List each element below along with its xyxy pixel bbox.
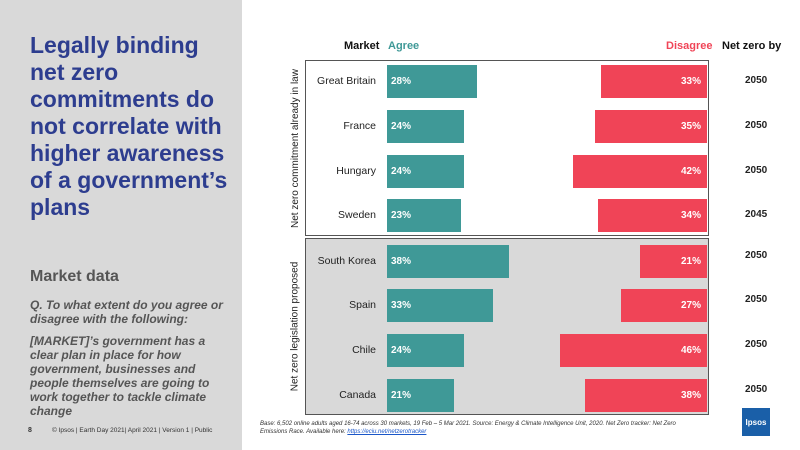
header-agree: Agree [388,40,420,52]
page-number: 8 [28,427,32,434]
base-note-text: Base: 6,502 online adults aged 16-74 acr… [260,421,676,435]
agree-value-label: 24% [391,345,412,356]
ipsos-logo: Ipsos [742,408,770,436]
disagree-bar-france: 35% [595,110,707,143]
group-label-law: Net zero commitment already in law [289,68,301,228]
disagree-value-label: 21% [680,256,701,267]
disagree-value-label: 27% [680,300,701,311]
disagree-bar-canada: 38% [585,379,707,412]
disagree-bar-sweden: 34% [598,199,707,232]
net-zero-year-hungary: 2050 [745,165,768,176]
country-label-france: France [343,120,376,132]
disagree-value-label: 38% [680,390,701,401]
disagree-value-label: 35% [680,121,701,132]
disagree-value-label: 42% [680,166,701,177]
agree-value-label: 21% [391,390,412,401]
agree-value-label: 33% [391,300,412,311]
agree-bar-france: 24% [387,110,464,143]
net-zero-year-chile: 2050 [745,339,768,350]
net-zero-year-sweden: 2045 [745,209,768,220]
agree-value-label: 23% [391,210,412,221]
group-label-proposed: Net zero legislation proposed [289,261,301,391]
base-note: Base: 6,502 online adults aged 16-74 acr… [260,420,680,436]
slide-headline: Legally binding net zero commitments do … [30,32,228,220]
agree-bar-south-korea: 38% [387,245,509,278]
agree-bar-canada: 21% [387,379,455,412]
disagree-bar-south-korea: 21% [639,245,707,278]
country-label-spain: Spain [349,299,376,311]
disagree-value-label: 46% [680,345,701,356]
disagree-value-label: 33% [680,76,701,87]
agree-bar-sweden: 23% [387,199,461,232]
net-zero-year-france: 2050 [745,120,768,131]
disagree-bar-great-britain: 33% [601,65,707,98]
header-net-zero-by: Net zero by [722,40,782,52]
disagree-bar-hungary: 42% [572,155,707,188]
agree-bar-spain: 33% [387,289,493,322]
country-label-south-korea: South Korea [317,255,376,267]
agree-bar-hungary: 24% [387,155,464,188]
country-label-canada: Canada [339,389,376,401]
disagree-value-label: 34% [680,210,701,221]
net-zero-year-south-korea: 2050 [745,250,768,261]
agree-value-label: 24% [391,166,412,177]
net-zero-year-great-britain: 2050 [745,75,768,86]
country-label-chile: Chile [352,344,376,356]
country-label-hungary: Hungary [336,165,376,177]
survey-statement: [MARKET]’s government has a clear plan i… [30,334,210,418]
agree-value-label: 24% [391,121,412,132]
agree-value-label: 28% [391,76,412,87]
left-panel: Legally binding net zero commitments do … [0,0,242,450]
footer-copyright: © Ipsos | Earth Day 2021| April 2021 | V… [52,427,213,434]
agree-bar-chile: 24% [387,334,464,367]
country-label-great-britain: Great Britain [317,75,376,87]
agree-value-label: 38% [391,256,412,267]
source-link[interactable]: https://eciu.net/netzerotracker [347,429,427,435]
disagree-bar-spain: 27% [620,289,707,322]
disagree-bar-chile: 46% [559,334,707,367]
header-disagree: Disagree [666,40,713,52]
slide-subhead: Market data [30,268,119,285]
header-market: Market [344,40,380,52]
survey-question: Q. To what extent do you agree or disagr… [30,298,223,326]
agree-bar-great-britain: 28% [387,65,477,98]
net-zero-year-canada: 2050 [745,384,768,395]
net-zero-year-spain: 2050 [745,294,768,305]
country-label-sweden: Sweden [338,209,376,221]
